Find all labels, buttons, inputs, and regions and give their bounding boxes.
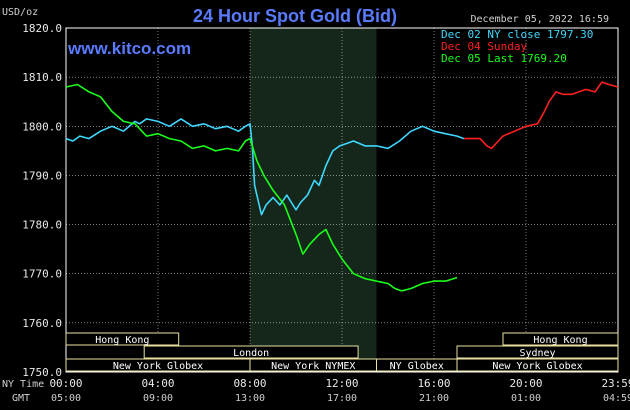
x-tick-label-ny: 04:00 — [141, 377, 174, 390]
y-tick-label: 1790.0 — [22, 169, 62, 182]
chart-title: 24 Hour Spot Gold (Bid) — [193, 6, 397, 26]
legend-series-dec02: Dec 02 NY close 1797.30 — [441, 28, 593, 41]
series-line-1 — [463, 81, 619, 150]
x-tick-label-gmt: 05:00 — [51, 393, 81, 404]
y-unit-label: USD/oz — [2, 7, 38, 18]
legend-series-dec05: Dec 05 Last 1769.20 — [441, 52, 567, 65]
gmt-label: GMT — [12, 393, 30, 404]
x-tick-label-gmt: 04:59 — [603, 393, 630, 404]
session-bar — [456, 358, 619, 372]
x-tick-label-ny: 08:00 — [233, 377, 266, 390]
x-tick-label-gmt: 21:00 — [419, 393, 449, 404]
x-tick-label-gmt: 13:00 — [235, 393, 265, 404]
session-label: NY Globex — [390, 361, 444, 372]
y-tick-label: 1780.0 — [22, 219, 62, 232]
y-tick-label: 1770.0 — [22, 268, 62, 281]
session-label: Hong Kong — [95, 335, 149, 346]
nymex-session-shade — [250, 28, 377, 372]
series-line-2 — [65, 83, 458, 292]
legend-series-dec04: Dec 04 Sunday — [441, 40, 527, 53]
series-line-0 — [65, 118, 465, 216]
x-tick-label-ny: 12:00 — [325, 377, 358, 390]
chart-legend: Dec 02 NY close 1797.30 Dec 04 Sunday De… — [441, 28, 593, 65]
y-tick-label: 1800.0 — [22, 120, 62, 133]
session-bar — [143, 345, 359, 359]
site-watermark[interactable]: www.kitco.com — [67, 39, 191, 58]
x-tick-label-ny: 16:00 — [417, 377, 450, 390]
x-tick-label-gmt: 01:00 — [511, 393, 541, 404]
session-label: New York Globex — [113, 361, 203, 372]
session-label: Hong Kong — [533, 335, 587, 346]
session-label: New York Globex — [492, 361, 582, 372]
y-tick-label: 1810.0 — [22, 71, 62, 84]
x-tick-label-ny: 23:59 — [601, 377, 630, 390]
y-tick-label: 1820.0 — [22, 22, 62, 35]
ny-time-label: NY Time — [2, 379, 44, 390]
x-tick-label-gmt: 17:00 — [327, 393, 357, 404]
session-bar — [65, 332, 180, 346]
x-tick-label-gmt: 09:00 — [143, 393, 173, 404]
session-label: Sydney — [519, 348, 555, 359]
x-tick-label-ny: 00:00 — [49, 377, 82, 390]
session-bar — [502, 332, 619, 346]
chart-date: December 05, 2022 16:59 — [471, 14, 609, 25]
session-bar — [456, 345, 619, 359]
y-tick-label: 1760.0 — [22, 317, 62, 330]
x-tick-label-ny: 20:00 — [509, 377, 542, 390]
y-tick-label: 1750.0 — [22, 366, 62, 379]
session-label: London — [233, 348, 269, 359]
session-label: New York NYMEX — [271, 361, 355, 372]
